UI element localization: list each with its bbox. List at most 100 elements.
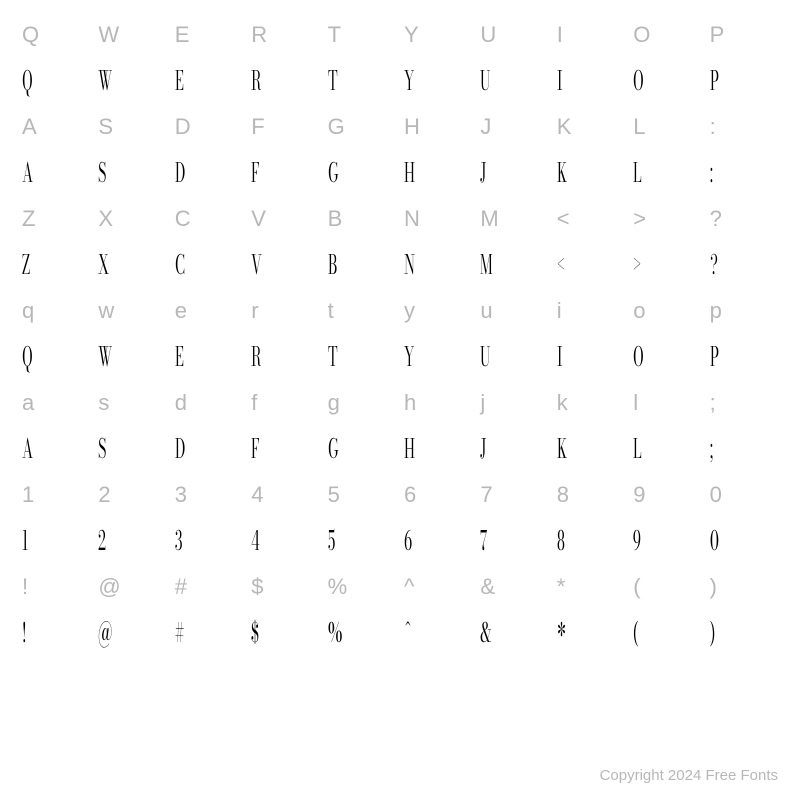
char-label: G (324, 104, 400, 150)
glyph-text: J (480, 430, 485, 469)
char-label: U (476, 12, 552, 58)
glyph-text: ! (22, 614, 25, 653)
label-text: ? (710, 206, 722, 232)
glyph-text: K (557, 154, 566, 193)
char-glyph: R (247, 334, 323, 380)
char-label: S (94, 104, 170, 150)
label-text: 4 (251, 482, 263, 508)
char-label: M (476, 196, 552, 242)
label-text: u (480, 298, 492, 324)
char-glyph: 0 (706, 518, 782, 564)
char-glyph: ) (706, 610, 782, 656)
glyph-text: E (175, 338, 183, 377)
char-glyph: E (171, 334, 247, 380)
glyph-text: A (22, 154, 32, 193)
char-label: O (629, 12, 705, 58)
label-text: V (251, 206, 266, 232)
glyph-text: G (328, 430, 337, 469)
glyph-text: ? (710, 246, 717, 285)
char-label: 9 (629, 472, 705, 518)
char-glyph: P (706, 58, 782, 104)
char-glyph: Z (18, 242, 94, 288)
char-label: l (629, 380, 705, 426)
glyph-text: O (633, 62, 643, 101)
label-text: T (328, 22, 341, 48)
char-label: y (400, 288, 476, 334)
glyph-text: 5 (328, 522, 334, 561)
glyph-text: W (98, 338, 111, 377)
char-label: N (400, 196, 476, 242)
label-text: t (328, 298, 334, 324)
label-text: 2 (98, 482, 110, 508)
glyph-text: < (557, 246, 564, 285)
char-label: ; (706, 380, 782, 426)
glyph-text: M (480, 246, 491, 285)
char-label: K (553, 104, 629, 150)
char-glyph: L (629, 150, 705, 196)
label-text: Z (22, 206, 35, 232)
char-glyph: A (18, 150, 94, 196)
char-label: i (553, 288, 629, 334)
char-glyph: @ (94, 610, 170, 656)
glyph-text: 3 (175, 522, 181, 561)
label-text: W (98, 22, 119, 48)
label-text: < (557, 206, 570, 232)
char-glyph: 9 (629, 518, 705, 564)
char-glyph: H (400, 150, 476, 196)
char-glyph: S (94, 426, 170, 472)
label-text: L (633, 114, 645, 140)
char-label: D (171, 104, 247, 150)
glyph-text: J (480, 154, 485, 193)
glyph-text: 6 (404, 522, 411, 561)
char-glyph: P (706, 334, 782, 380)
char-glyph: % (324, 610, 400, 656)
glyph-text: ) (710, 614, 714, 653)
label-text: X (98, 206, 113, 232)
char-label: V (247, 196, 323, 242)
char-label: R (247, 12, 323, 58)
char-glyph: H (400, 426, 476, 472)
glyph-text: H (404, 154, 414, 193)
label-text: 8 (557, 482, 569, 508)
char-glyph: Y (400, 58, 476, 104)
label-text: O (633, 22, 650, 48)
glyph-text: ^ (404, 614, 411, 653)
char-glyph: K (553, 150, 629, 196)
char-glyph: L (629, 426, 705, 472)
char-label: Q (18, 12, 94, 58)
label-text: # (175, 574, 187, 600)
label-text: h (404, 390, 416, 416)
label-text: o (633, 298, 645, 324)
label-text: 6 (404, 482, 416, 508)
char-glyph: D (171, 150, 247, 196)
char-glyph: 6 (400, 518, 476, 564)
char-glyph: W (94, 58, 170, 104)
label-text: 0 (710, 482, 722, 508)
glyph-text: E (175, 62, 183, 101)
glyph-text: X (98, 246, 108, 285)
char-glyph: S (94, 150, 170, 196)
glyph-text: I (557, 62, 561, 101)
glyph-text: $ (251, 614, 258, 653)
char-label: @ (94, 564, 170, 610)
glyph-text: Q (22, 62, 32, 101)
char-glyph: X (94, 242, 170, 288)
label-text: @ (98, 574, 120, 600)
char-glyph: U (476, 334, 552, 380)
label-text: 9 (633, 482, 645, 508)
char-label: g (324, 380, 400, 426)
char-label: P (706, 12, 782, 58)
char-glyph: 5 (324, 518, 400, 564)
char-label: 6 (400, 472, 476, 518)
label-text: P (710, 22, 725, 48)
char-label: ^ (400, 564, 476, 610)
char-label: F (247, 104, 323, 150)
char-glyph: R (247, 58, 323, 104)
char-glyph: D (171, 426, 247, 472)
char-glyph: 2 (94, 518, 170, 564)
label-text: l (633, 390, 638, 416)
char-glyph: # (171, 610, 247, 656)
label-text: y (404, 298, 415, 324)
char-label: j (476, 380, 552, 426)
glyph-text: S (98, 154, 105, 193)
